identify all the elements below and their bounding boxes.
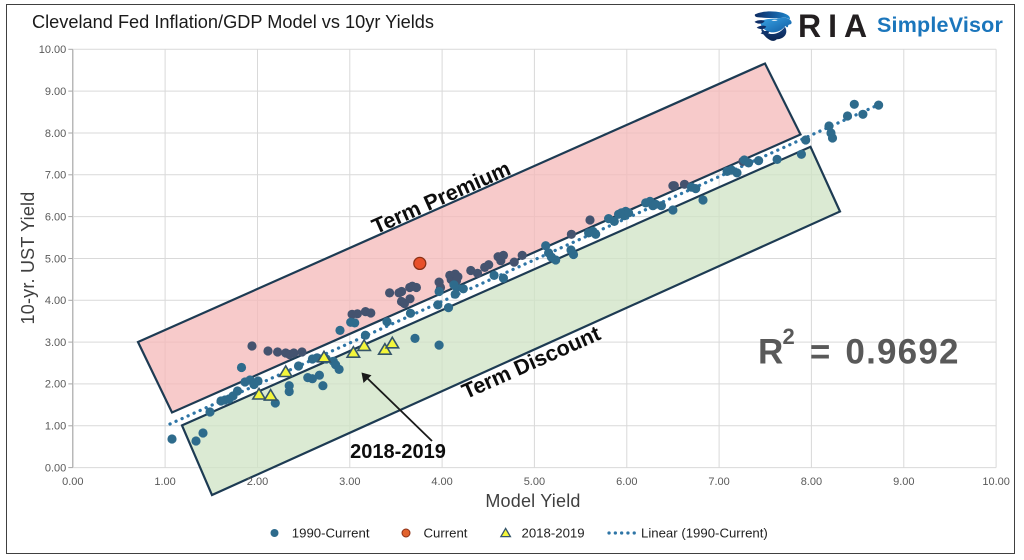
- svg-text:3.00: 3.00: [339, 476, 360, 488]
- svg-text:9.00: 9.00: [893, 476, 914, 488]
- svg-text:2018-2019: 2018-2019: [350, 441, 446, 463]
- svg-text:2.00: 2.00: [247, 476, 268, 488]
- svg-text:0.00: 0.00: [62, 476, 83, 488]
- svg-text:5.00: 5.00: [45, 253, 66, 265]
- svg-text:10.00: 10.00: [982, 476, 1010, 488]
- svg-text:Current: Current: [424, 526, 468, 541]
- svg-text:6.00: 6.00: [616, 476, 637, 488]
- svg-text:Linear (1990-Current): Linear (1990-Current): [641, 526, 768, 541]
- svg-text:1990-Current: 1990-Current: [292, 526, 370, 541]
- svg-text:3.00: 3.00: [45, 337, 66, 349]
- svg-text:7.00: 7.00: [45, 170, 66, 182]
- svg-text:1.00: 1.00: [154, 476, 175, 488]
- svg-text:10.00: 10.00: [39, 44, 67, 56]
- svg-text:2018-2019: 2018-2019: [522, 526, 585, 541]
- svg-text:1.00: 1.00: [45, 421, 66, 433]
- svg-text:Model Yield: Model Yield: [485, 491, 580, 511]
- svg-text:0.00: 0.00: [45, 462, 66, 474]
- svg-text:8.00: 8.00: [801, 476, 822, 488]
- svg-text:7.00: 7.00: [708, 476, 729, 488]
- svg-text:5.00: 5.00: [524, 476, 545, 488]
- svg-text:4.00: 4.00: [431, 476, 452, 488]
- svg-text:6.00: 6.00: [45, 211, 66, 223]
- svg-text:10-yr. UST Yield: 10-yr. UST Yield: [18, 192, 38, 325]
- svg-text:4.00: 4.00: [45, 295, 66, 307]
- svg-text:2.00: 2.00: [45, 379, 66, 391]
- svg-text:8.00: 8.00: [45, 128, 66, 140]
- svg-text:9.00: 9.00: [45, 86, 66, 98]
